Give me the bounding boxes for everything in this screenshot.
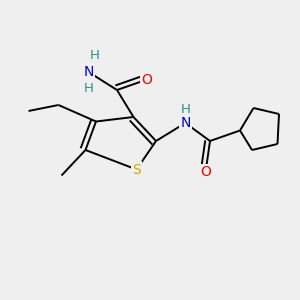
Text: H: H — [90, 49, 99, 62]
Text: O: O — [200, 166, 211, 179]
Text: H: H — [84, 82, 93, 95]
Text: N: N — [180, 116, 190, 130]
Text: S: S — [132, 163, 141, 176]
Text: O: O — [142, 73, 152, 86]
Text: H: H — [181, 103, 190, 116]
Text: N: N — [83, 65, 94, 79]
